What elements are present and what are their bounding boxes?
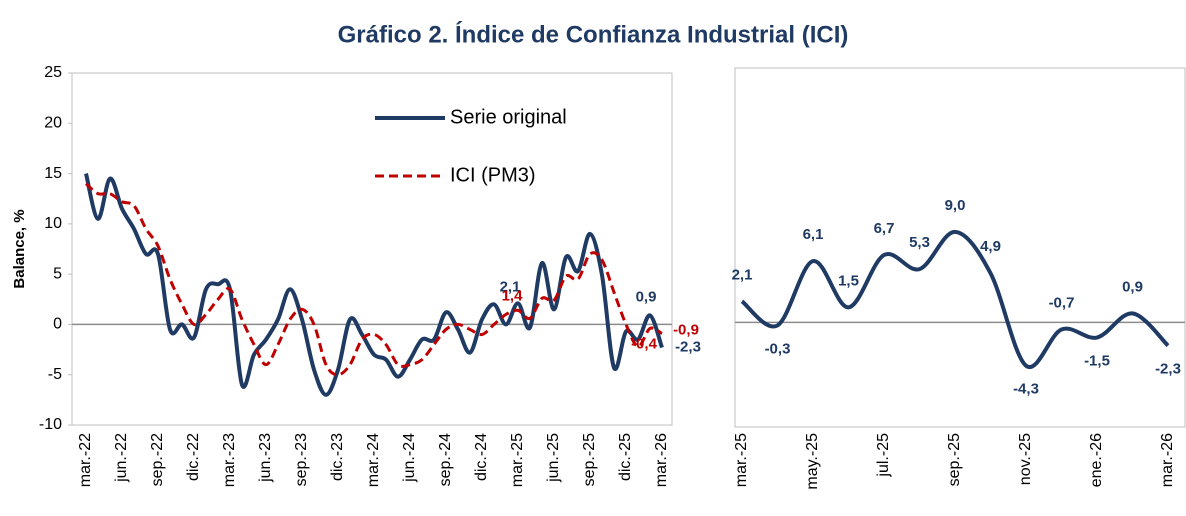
data-label: 9,0 [945, 197, 966, 214]
x-tick-label: dic.-24 [473, 433, 490, 481]
x-tick-label: mar.-25 [509, 433, 526, 487]
series-line [740, 229, 1170, 370]
x-tick-label: mar.-23 [221, 433, 238, 487]
x-tick-label: jun.-24 [401, 433, 418, 483]
x-tick-label: dic.-22 [185, 433, 202, 481]
data-label: -0,4 [631, 335, 658, 352]
y-tick-label: -10 [39, 416, 62, 433]
y-tick-label: 15 [44, 165, 62, 182]
x-tick-label: jun.-22 [113, 433, 130, 483]
series-line [84, 182, 663, 377]
data-label: -0,7 [1049, 294, 1075, 311]
data-label: 1,4 [502, 287, 524, 304]
y-tick-label: 20 [44, 115, 62, 132]
y-tick-label: 0 [53, 316, 62, 333]
data-label: 6,1 [803, 226, 824, 243]
data-label: -0,3 [765, 340, 791, 357]
x-tick-label: sep.-24 [437, 433, 454, 486]
data-label: 0,9 [636, 288, 657, 305]
data-label: 1,5 [838, 272, 859, 289]
x-tick-label: mar.-26 [653, 433, 670, 487]
x-tick-label: may.-25 [804, 433, 821, 490]
x-tick-label: mar.-24 [365, 433, 382, 487]
data-label: -4,3 [1013, 381, 1039, 398]
data-label: -2,3 [1155, 361, 1181, 378]
y-tick-label: 25 [44, 64, 62, 81]
data-label: 2,1 [500, 278, 521, 295]
x-tick-label: sep.-25 [581, 433, 598, 486]
plot-frame [734, 67, 1186, 428]
x-tick-label: dic.-25 [617, 433, 634, 481]
data-label: -2,3 [675, 339, 701, 356]
data-label: 4,9 [980, 238, 1001, 255]
chart-title: Gráfico 2. Índice de Confianza Industria… [338, 20, 849, 48]
x-tick-label: nov.-25 [1017, 433, 1034, 485]
legend-label: Serie original [450, 106, 567, 128]
x-tick-label: jun.-23 [257, 433, 274, 483]
x-tick-label: mar.-22 [77, 433, 94, 487]
x-tick-label: jul.-25 [875, 433, 892, 478]
series-line [84, 173, 664, 397]
y-tick-label: 5 [53, 265, 62, 282]
x-tick-label: mar.-26 [1159, 433, 1176, 487]
x-tick-label: sep.-22 [149, 433, 166, 486]
x-tick-label: mar.-25 [733, 433, 750, 487]
data-label: -1,5 [1084, 352, 1110, 369]
legend-label: ICI (PM3) [450, 164, 536, 186]
data-label: 5,3 [909, 234, 930, 251]
y-tick-label: -5 [48, 366, 62, 383]
x-tick-label: jun.-25 [545, 433, 562, 483]
data-label: 6,7 [874, 220, 895, 237]
x-tick-label: ene.-26 [1088, 433, 1105, 487]
data-label: 2,1 [732, 266, 753, 283]
y-axis-label: Balance, % [11, 209, 28, 288]
y-tick-label: 10 [44, 215, 62, 232]
data-label: 0,9 [1122, 278, 1143, 295]
x-tick-label: sep.-25 [946, 433, 963, 486]
x-tick-label: sep.-23 [293, 433, 310, 486]
plot-frame [71, 72, 673, 426]
x-tick-label: dic.-23 [329, 433, 346, 481]
data-label: -0,9 [673, 321, 699, 338]
